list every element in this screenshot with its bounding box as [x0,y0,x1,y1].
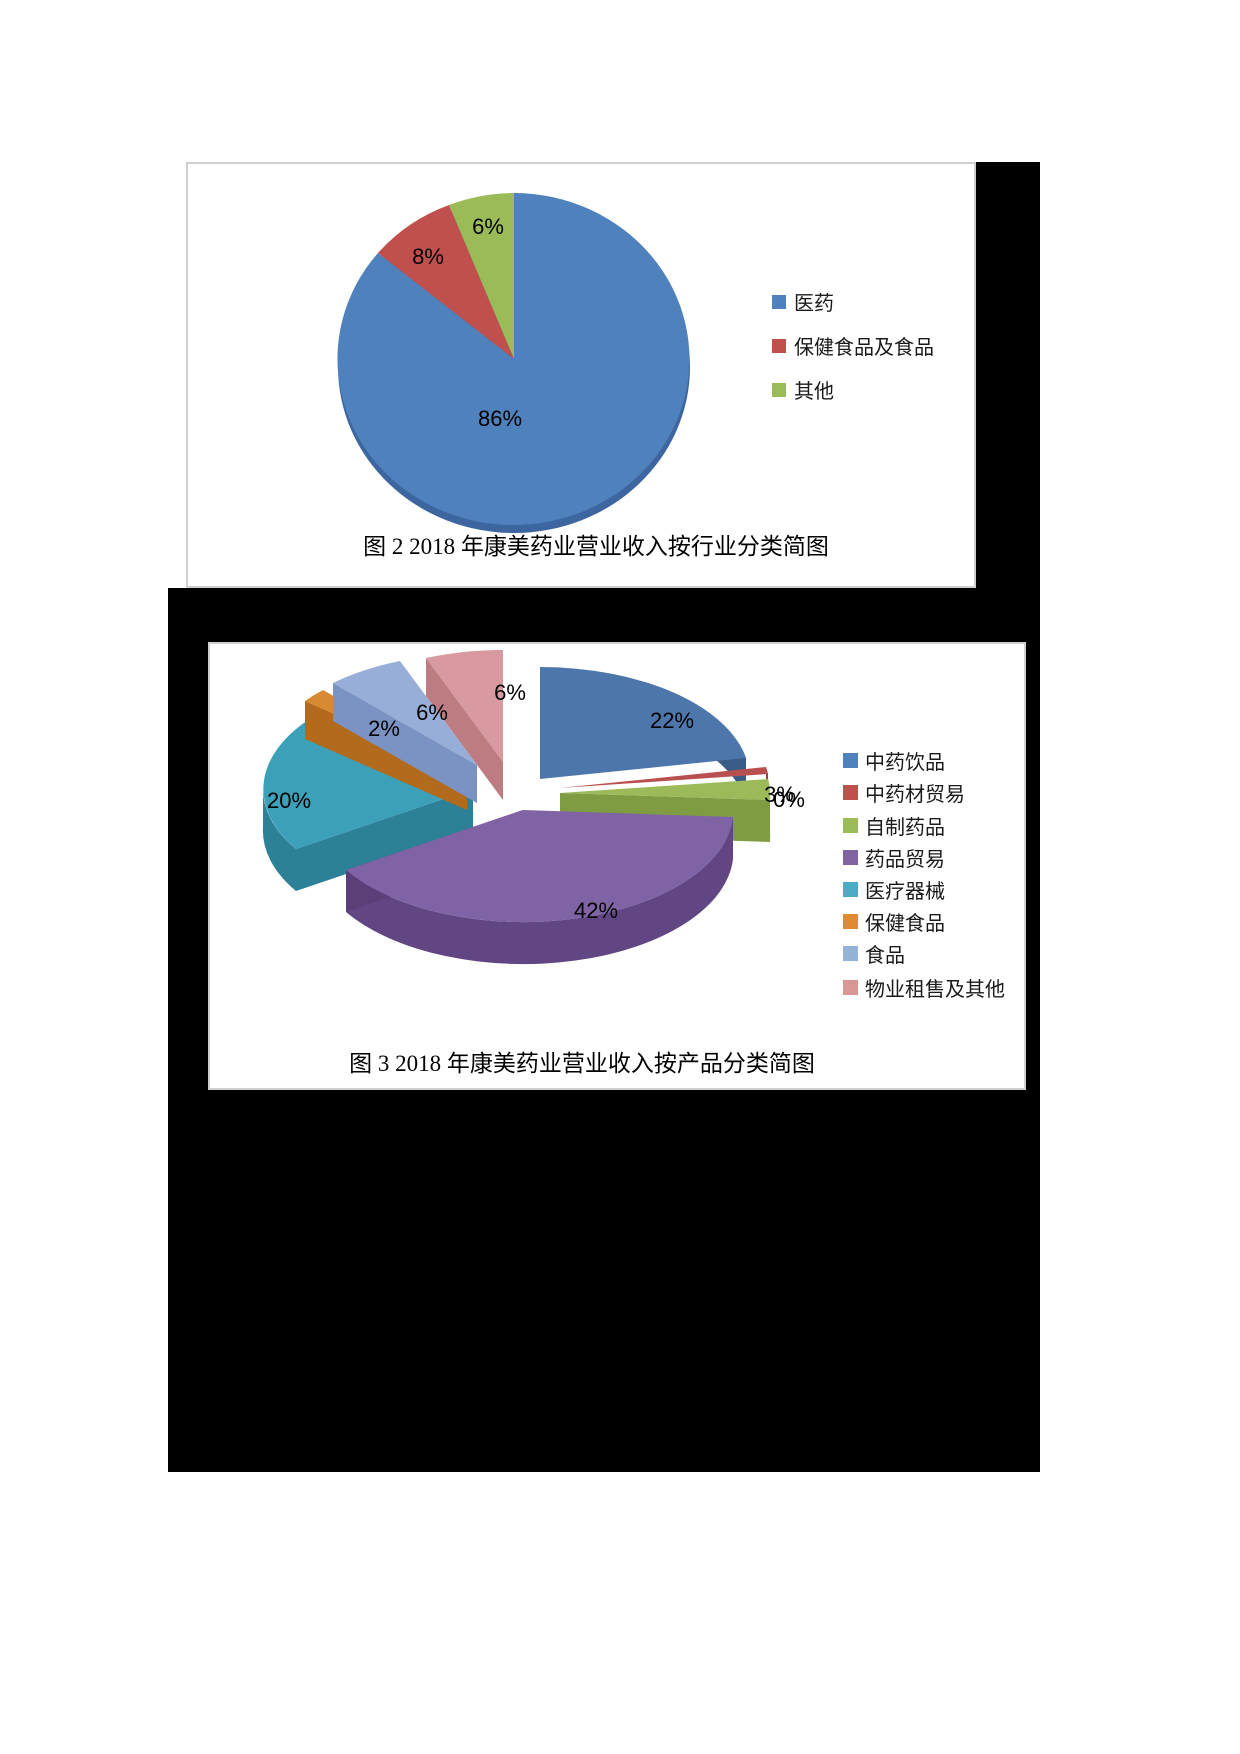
legend-item-zhongyaoyinpin: 中药饮品 [843,746,945,775]
slice-label-qita: 6% [472,214,504,239]
slice-label-zhongyaoyinpin: 22% [650,708,694,733]
figure3-caption: 图 3 2018 年康美药业营业收入按产品分类简图 [349,1051,815,1076]
figure2-pie-chart: 86% 8% 6% [337,193,690,533]
slice-yiyao [337,193,690,525]
slice-wuyezushou-wall [426,658,503,800]
legend-label: 保健食品 [865,913,945,935]
legend-swatch-icon [843,980,858,995]
slice-zhongyaoyinpin-top [540,667,746,779]
slice-label-baojian: 8% [412,244,444,269]
slice-yiliaoqixie-top [263,718,473,849]
legend-swatch-icon [843,914,858,929]
legend-label: 中药材贸易 [865,784,965,806]
figure2-panel: 86% 8% 6% 医药 保健食品及食品 其他 图 2 2018 年康美药业营业… [186,162,976,588]
slice-qita [449,193,514,359]
legend-label: 其他 [794,381,834,403]
slice-yiliaoqixie-wall [262,785,296,891]
slice-wuyezushou-top [426,650,503,762]
slice-label-baojianshipin: 2% [368,716,400,741]
legend-swatch-icon [843,753,858,768]
slice-baojianshipin-wall [305,701,467,810]
slice-label-shipin: 6% [416,700,448,725]
figure2-caption: 图 2 2018 年康美药业营业收入按行业分类简图 [363,534,829,559]
legend-label: 食品 [865,945,905,967]
slice-shipin-wall [333,683,477,803]
legend-item-baojianshipin: 保健食品 [843,907,945,936]
legend-item-zhongyaocaimaoyi: 中药材贸易 [843,778,965,807]
legend-item-yiliaoqixie: 医疗器械 [843,875,945,904]
legend-item-baojianshipin: 保健食品及食品 [772,331,934,360]
legend-swatch-icon [843,785,858,800]
legend-swatch-icon [772,294,786,309]
slice-label-zizhiyaopin: 3% [764,782,796,807]
slice-yaopinmaoyi-top [346,810,733,923]
legend-label: 药品贸易 [865,849,945,871]
slice-label-yiliaoqixie: 20% [267,788,311,813]
legend-item-yaopinmaoyi: 药品贸易 [843,843,945,872]
legend-item-wuyezushou: 物业租售及其他 [843,973,1005,1002]
slice-label-yiyao: 86% [478,406,522,431]
legend-item-qita: 其他 [772,375,834,404]
legend-swatch-icon [772,338,786,353]
legend-swatch-icon [843,946,858,961]
slice-yaopinmaoyi-wall [346,817,733,965]
legend-label: 中药饮品 [865,752,945,774]
legend-item-shipin: 食品 [843,939,905,968]
slice-label-yaopinmaoyi: 42% [574,898,618,923]
figure3-pie-chart: 22% 3% 0% 42% 20% 2% 6% 6% [262,650,805,965]
slice-label-zhongyaocai: 0% [773,787,805,812]
slice-shipin-top [333,661,477,765]
legend-swatch-icon [843,850,858,865]
slice-baojianshipin-ji-shipin [378,205,514,359]
redacted-block-right-of-figure2 [976,162,1040,588]
legend-label: 医疗器械 [865,881,945,903]
legend-label: 自制药品 [865,817,945,839]
legend-swatch-icon [843,818,858,833]
slice-label-wuyezushou: 6% [494,680,526,705]
legend-swatch-icon [772,382,786,397]
legend-label: 物业租售及其他 [865,979,1005,1001]
slice-zhongyaocai-top [560,767,768,788]
legend-item-yiyao: 医药 [772,287,834,316]
slice-yiliaoqixie-cutface [296,789,473,891]
slice-zizhiyaopin-top [560,779,771,800]
legend-label: 医药 [794,293,834,315]
legend-item-zizhiyaopin: 自制药品 [843,811,945,840]
legend-label: 保健食品及食品 [794,337,934,359]
figure3-panel: 22% 3% 0% 42% 20% 2% 6% 6% 中药饮品 中药材贸易 自制… [208,642,1026,1090]
legend-swatch-icon [843,882,858,897]
